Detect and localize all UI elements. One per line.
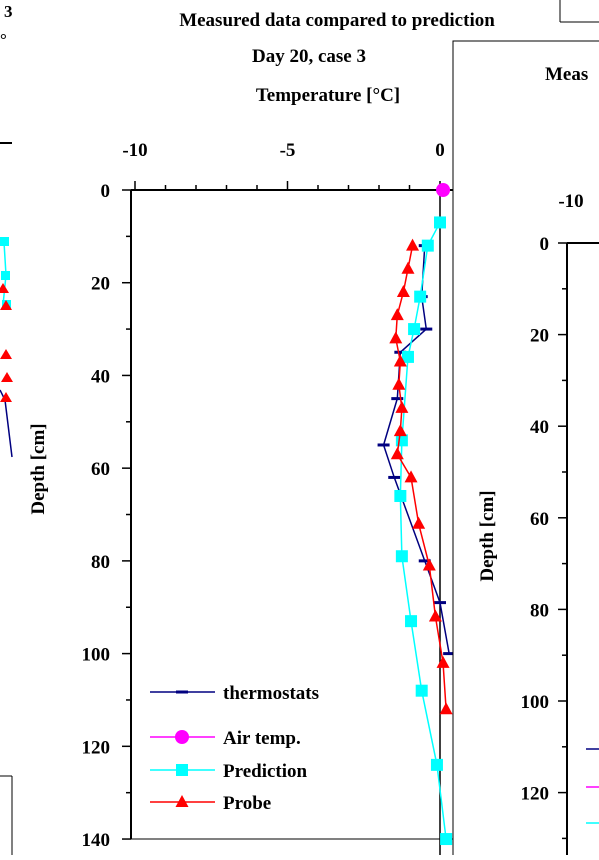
- series-prediction-point: [434, 216, 446, 229]
- y-tick-label: 80: [91, 552, 110, 573]
- legend-item-air-temp: Air temp.: [150, 728, 301, 749]
- series-layer: [377, 183, 453, 846]
- series-probe-point: [393, 424, 407, 437]
- series-probe-point: [428, 609, 442, 622]
- right-y-axis-label: Depth [cm]: [477, 490, 498, 581]
- legend-swatch-marker: [176, 764, 188, 776]
- legend-item-thermostats: thermostats: [150, 683, 319, 704]
- y-tick-label: 0: [101, 181, 111, 202]
- legend-item-prediction: Prediction: [150, 761, 308, 782]
- x-ticks: -10 -5 0: [122, 140, 445, 190]
- series-probe-point: [390, 308, 404, 321]
- chart-subtitle: Day 20, case 3: [252, 46, 366, 67]
- right-y-tick-label: 60: [530, 509, 549, 530]
- y-ticks: 0 20 40 60 80 100 120 140: [82, 181, 131, 851]
- series-probe-point: [422, 558, 436, 571]
- series-probe-point: [392, 377, 406, 390]
- series-thermostats: [377, 244, 453, 656]
- left-probe-marker: [0, 300, 12, 310]
- series-probe-point: [439, 702, 453, 715]
- x-axis-label: Temperature [°C]: [256, 85, 400, 106]
- series-air-temp: [436, 183, 451, 197]
- series-prediction-point: [395, 550, 408, 563]
- series-probe-point: [412, 516, 426, 529]
- y-tick-label: 40: [91, 366, 110, 387]
- series-prediction-point: [440, 833, 453, 846]
- right-y-tick-label: 100: [521, 692, 550, 713]
- series-probe-point: [401, 261, 415, 274]
- series-prediction-line: [399, 222, 447, 840]
- y-tick-label: 20: [91, 274, 110, 295]
- legend-item-probe: Probe: [150, 793, 271, 814]
- left-title-fragment: 3: [4, 2, 13, 21]
- series-prediction-point: [395, 434, 408, 447]
- left-probe-marker: [0, 392, 12, 402]
- series-prediction-point: [401, 350, 414, 363]
- right-x-tick-label: -10: [558, 191, 583, 212]
- series-probe: [389, 238, 453, 715]
- left-probe-marker: [0, 283, 9, 293]
- series-prediction-point: [421, 239, 434, 252]
- series-probe-point: [389, 331, 403, 344]
- left-subtitle-fragment: °: [0, 30, 7, 49]
- series-prediction-point: [408, 323, 421, 336]
- series-probe-point: [406, 238, 420, 251]
- right-y-tick-label: 120: [521, 784, 550, 805]
- series-prediction-point: [394, 489, 407, 502]
- legend-label: Probe: [223, 793, 271, 814]
- x-tick-label: -10: [122, 140, 147, 161]
- legend-swatch-marker: [175, 730, 189, 744]
- chart-title: Measured data compared to prediction: [179, 10, 495, 31]
- series-probe-point: [395, 400, 409, 413]
- y-tick-label: 120: [82, 737, 111, 758]
- left-probe-marker: [1, 372, 13, 382]
- right-x-ticks: -10: [558, 191, 583, 212]
- right-legend: [586, 748, 599, 824]
- series-probe-point: [393, 354, 407, 367]
- right-y-tick-label: 80: [530, 600, 549, 621]
- series-thermostats-line: [382, 245, 450, 654]
- x-tick-label: -5: [280, 140, 296, 161]
- right-y-tick-label: 20: [530, 326, 549, 347]
- right-y-ticks: 0 20 40 60 80 100 120: [521, 234, 567, 840]
- legend: thermostats Air temp. Prediction Probe: [150, 683, 319, 814]
- y-tick-label: 100: [82, 645, 111, 666]
- series-prediction-point: [414, 290, 427, 303]
- series-prediction-point: [430, 758, 443, 771]
- series-probe-line: [395, 245, 447, 710]
- series-prediction-point: [415, 684, 428, 697]
- series-probe-point: [436, 655, 450, 668]
- series-prediction: [394, 216, 453, 846]
- series-air-temp-point: [436, 183, 451, 197]
- right-chart-title: Meas: [545, 64, 588, 85]
- main-chart: Measured data compared to prediction Day…: [28, 10, 495, 855]
- left-chart-fragment: 3 °: [0, 2, 13, 855]
- series-prediction-point: [405, 615, 418, 628]
- left-prediction-marker: [0, 237, 9, 246]
- x-tick-label: 0: [435, 140, 445, 161]
- series-probe-point: [390, 447, 404, 460]
- left-probe-marker: [0, 349, 12, 359]
- left-prediction-marker: [1, 271, 10, 280]
- y-tick-label: 140: [82, 830, 111, 851]
- y-axis-label: Depth [cm]: [28, 423, 49, 514]
- y-tick-label: 60: [91, 459, 110, 480]
- series-probe-point: [396, 284, 410, 297]
- right-panel-window: [452, 40, 599, 860]
- legend-label: Air temp.: [223, 728, 301, 749]
- right-chart-panel: Meas Depth [cm] -10 0 20 40 60 80 100 120: [452, 0, 599, 860]
- right-y-tick-label: 40: [530, 417, 549, 438]
- legend-label: Prediction: [223, 761, 308, 782]
- series-probe-point: [404, 470, 418, 483]
- right-y-tick-label: 0: [540, 234, 550, 255]
- legend-swatch-marker: [175, 795, 189, 807]
- legend-label: thermostats: [223, 683, 319, 704]
